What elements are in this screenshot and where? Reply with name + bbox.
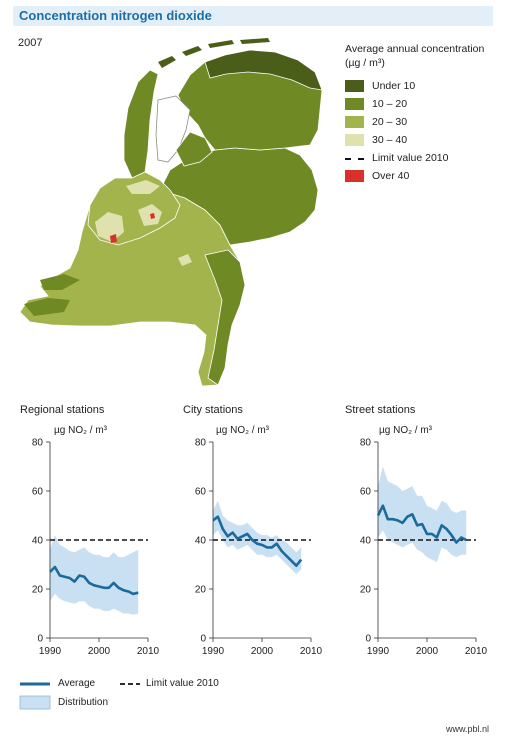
map-region-north-coast (204, 49, 323, 91)
chart-street: 0 20 40 60 80 1990 2000 2010 (360, 438, 488, 658)
map-region-southeast (204, 249, 246, 386)
map-zeeland-island-2 (40, 274, 80, 290)
x-tick-label: 1990 (39, 646, 62, 657)
map-wadden-island-3 (208, 40, 234, 48)
y-tick-label: 80 (32, 438, 44, 449)
chart-unit-regional: µg NO₂ / m³ (54, 425, 107, 436)
legend-label-20-30: 20 – 30 (372, 116, 408, 128)
distribution-band (50, 535, 139, 615)
map-svg (19, 38, 323, 387)
legend-swatch-30-40 (345, 134, 364, 146)
map-zeeland-island-1 (24, 298, 70, 316)
title-bar: Concentration nitrogen dioxide (13, 6, 493, 26)
average-line (212, 515, 303, 568)
legend-limit-label: Limit value 2010 (146, 678, 219, 689)
map-zone-30-40-c (126, 180, 160, 194)
source-credit: www.pbl.nl (446, 724, 490, 734)
average-line (49, 565, 139, 596)
distribution-band (378, 466, 467, 562)
chart-unit-city: µg NO₂ / m³ (216, 425, 269, 436)
map-zone-30-40-a (95, 212, 124, 242)
legend-label-over-40: Over 40 (372, 170, 410, 182)
map-wadden-island-2 (182, 46, 202, 56)
y-tick-label: 0 (365, 634, 371, 645)
map-wadden-island-1 (158, 56, 176, 68)
x-tick-label: 2000 (88, 646, 111, 657)
x-tick-label: 2000 (416, 646, 439, 657)
chart-regional: 0 20 40 60 80 1990 2000 2010 (32, 438, 160, 658)
map-wadden-island-4 (240, 38, 270, 44)
map-legend-title-line2: (µg / m³) (345, 57, 385, 69)
average-line (376, 504, 467, 544)
x-tick-label: 1990 (367, 646, 390, 657)
y-tick-label: 20 (360, 585, 372, 596)
x-tick-label: 1990 (202, 646, 225, 657)
map-region-flevoland (175, 131, 213, 167)
legend-label-under-10: Under 10 (372, 80, 416, 92)
legend-label-10-20: 10 – 20 (372, 98, 408, 110)
legend-swatch-under-10 (345, 80, 364, 92)
y-tick-label: 40 (360, 536, 372, 547)
y-tick-label: 0 (200, 634, 206, 645)
chart-city: 0 20 40 60 80 1990 2000 2010 (195, 438, 323, 658)
legend-average-label: Average (58, 678, 96, 689)
chart-unit-street: µg NO₂ / m³ (379, 425, 432, 436)
y-tick-label: 60 (32, 487, 44, 498)
map-zone-over-40-b (150, 213, 155, 219)
legend-swatch-over-40 (345, 170, 364, 182)
legend-distribution-label: Distribution (58, 697, 109, 708)
chart-title-city: City stations (183, 404, 243, 416)
map-zone-30-40-d (178, 254, 192, 266)
x-tick-label: 2010 (465, 646, 488, 657)
map-legend-title-line1: Average annual concentration (345, 43, 485, 55)
y-tick-label: 80 (360, 438, 372, 449)
y-tick-label: 60 (360, 487, 372, 498)
legend-distribution-swatch (19, 695, 51, 710)
x-tick-label: 2010 (137, 646, 160, 657)
legend-swatch-20-30 (345, 116, 364, 128)
legend-label-limit-value: Limit value 2010 (372, 152, 449, 164)
map-zone-30-40-b (138, 204, 162, 226)
x-tick-label: 2010 (300, 646, 323, 657)
map-zone-over-40-a (110, 234, 117, 243)
distribution-band (213, 500, 302, 575)
map-legend-title: Average annual concentration (µg / m³) (345, 42, 515, 70)
chart-title-regional: Regional stations (20, 404, 105, 416)
map-region-north-holland (123, 69, 159, 179)
y-tick-label: 60 (195, 487, 207, 498)
y-tick-label: 40 (32, 536, 44, 547)
map-year: 2007 (18, 37, 43, 49)
y-tick-label: 80 (195, 438, 207, 449)
legend-swatch-10-20 (345, 98, 364, 110)
netherlands-map (19, 38, 323, 387)
page-title: Concentration nitrogen dioxide (19, 8, 212, 23)
x-tick-label: 2000 (251, 646, 274, 657)
legend-label-30-40: 30 – 40 (372, 134, 408, 146)
y-tick-label: 0 (37, 634, 43, 645)
legend-dash-limit-value (345, 158, 364, 160)
y-tick-label: 20 (32, 585, 44, 596)
y-tick-label: 40 (195, 536, 207, 547)
y-tick-label: 20 (195, 585, 207, 596)
chart-title-street: Street stations (345, 404, 416, 416)
